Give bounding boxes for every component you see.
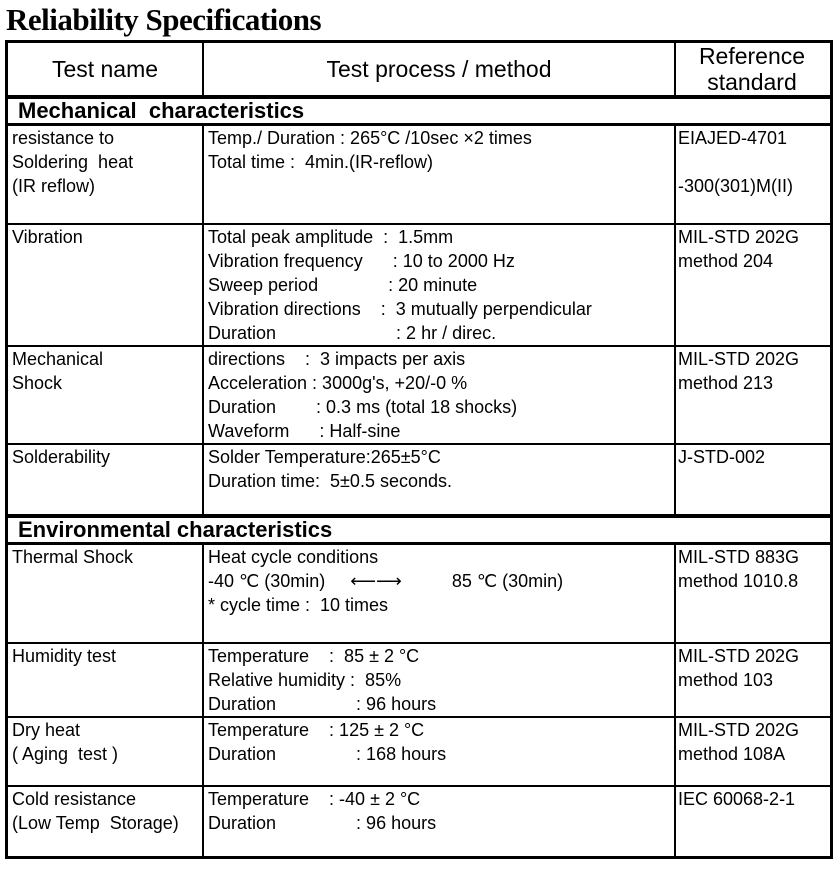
section-header: Mechanical characteristics — [5, 95, 833, 126]
table-row: resistance to Soldering heat (IR reflow) Te… — [5, 123, 833, 225]
test-method-cell: Temperature : 85 ± 2 °C Relative humidity… — [202, 642, 676, 718]
cell-line: method 204 — [678, 250, 774, 271]
table-row: Cold resistance (Low Temp Storage) Tempera… — [5, 785, 833, 858]
cell-line: method 1010.8 — [678, 570, 799, 591]
cell-line — [678, 150, 826, 174]
table-row: Solderability Solder Temperature:265±5°C D… — [5, 442, 833, 517]
cell-line: Total peak amplitude : 1.5mm — [208, 226, 454, 247]
cell-line: * cycle time : 10 times — [208, 594, 389, 615]
cell-line: Duration : 168 hours — [208, 744, 447, 764]
cell-line: Temperature : -40 ± 2 °C — [208, 789, 421, 809]
reference-cell: EIAJED-4701 -300(301)M(II) — [674, 123, 833, 225]
cell-line: EIAJED-4701 — [678, 128, 788, 148]
cell-line: -300(301)M(II) — [678, 176, 794, 196]
cell-line: method 103 — [678, 670, 774, 690]
cell-line: Solder Temperature:265±5°C — [208, 446, 441, 467]
cell-line: (Low Temp Storage) — [12, 813, 179, 833]
cell-line: MIL-STD 202G — [678, 720, 800, 740]
table-header-row: Test name Test process / method Referenc… — [5, 40, 833, 99]
cell-line: -40 ℃ (30min) ⟵⟶ 85 ℃ (30min) — [208, 570, 564, 591]
test-method-cell: Temperature : -40 ± 2 °C Duration : 96 ho… — [202, 785, 676, 858]
test-method-cell: Total peak amplitude : 1.5mm Vibration fr… — [202, 222, 676, 347]
test-name-cell: Mechanical Shock — [5, 344, 204, 445]
reference-cell: MIL-STD 883G method 1010.8 — [674, 542, 833, 644]
cell-line: Sweep period : 20 minute — [208, 274, 478, 295]
cell-line: MIL-STD 202G — [678, 226, 800, 247]
table-row: Humidity test Temperature : 85 ± 2 °C Rela… — [5, 642, 833, 718]
header-test-name: Test name — [5, 40, 204, 99]
cell-line: Duration time: 5±0.5 seconds. — [208, 470, 453, 491]
reference-cell: IEC 60068-2-1 — [674, 785, 833, 858]
cell-line: Thermal Shock — [12, 546, 134, 567]
table-row: Vibration Total peak amplitude : 1.5mm Vib… — [5, 222, 833, 347]
cell-line: Duration : 96 hours — [208, 694, 437, 714]
section-title: Mechanical characteristics — [5, 95, 833, 126]
test-method-cell: Heat cycle conditions -40 ℃ (30min) ⟵⟶ 85… — [202, 542, 676, 644]
cell-line: Total time : 4min.(IR-reflow) — [208, 152, 434, 172]
section-header: Environmental characteristics — [5, 513, 833, 545]
test-method-cell: Temp./ Duration : 265°C /10sec ×2 times T… — [202, 123, 676, 225]
cell-line: Relative humidity : 85% — [208, 670, 402, 690]
test-name-cell: Dry heat ( Aging test ) — [5, 716, 204, 787]
reference-cell: MIL-STD 202G method 108A — [674, 716, 833, 787]
test-method-cell: Temperature : 125 ± 2 °C Duration : 168 h… — [202, 716, 676, 787]
reference-cell: MIL-STD 202G method 103 — [674, 642, 833, 718]
cell-line: Humidity test — [12, 646, 117, 666]
cell-line: Waveform : Half-sine — [208, 420, 401, 441]
cell-line: method 108A — [678, 744, 786, 764]
cell-line: Heat cycle conditions — [208, 546, 379, 567]
cell-line: Temperature : 125 ± 2 °C — [208, 720, 425, 740]
cell-line: J-STD-002 — [678, 446, 766, 467]
cell-line: Vibration frequency : 10 to 2000 Hz — [208, 250, 515, 271]
cell-line: Cold resistance — [12, 789, 137, 809]
cell-line: directions : 3 impacts per axis — [208, 348, 466, 369]
reference-cell: MIL-STD 202G method 213 — [674, 344, 833, 445]
page-title: Reliability Specifications — [6, 2, 322, 37]
cell-line: Duration : 0.3 ms (total 18 shocks) — [208, 396, 518, 417]
test-name-cell: Solderability — [5, 442, 204, 517]
cell-line: Vibration — [12, 226, 83, 247]
cell-line: Duration : 2 hr / direc. — [208, 322, 497, 343]
cell-line: Acceleration : 3000g's, +20/-0 % — [208, 372, 468, 393]
test-method-cell: directions : 3 impacts per axis Accelerat… — [202, 344, 676, 445]
header-test-method: Test process / method — [202, 40, 676, 99]
cell-line: (IR reflow) — [12, 176, 96, 196]
test-name-cell: Cold resistance (Low Temp Storage) — [5, 785, 204, 858]
test-name-cell: Thermal Shock — [5, 542, 204, 644]
cell-line: Mechanical — [12, 348, 104, 369]
cell-line: ( Aging test ) — [12, 744, 119, 764]
test-method-cell: Solder Temperature:265±5°C Duration time:… — [202, 442, 676, 517]
header-reference-standard: Reference standard — [674, 40, 833, 99]
cell-line: Solderability — [12, 446, 111, 467]
cell-line: method 213 — [678, 372, 774, 393]
cell-line: MIL-STD 883G — [678, 546, 800, 567]
reference-cell: J-STD-002 — [674, 442, 833, 517]
cell-line: Vibration directions : 3 mutually perpen… — [208, 298, 592, 319]
cell-line: Temp./ Duration : 265°C /10sec ×2 times — [208, 128, 532, 148]
cell-line: resistance to — [12, 128, 115, 148]
cell-line: MIL-STD 202G — [678, 348, 800, 369]
cell-line: Temperature : 85 ± 2 °C — [208, 646, 420, 666]
cell-line: Duration : 96 hours — [208, 813, 437, 833]
table-row: Mechanical Shock directions : 3 impacts pe… — [5, 344, 833, 445]
test-name-cell: Vibration — [5, 222, 204, 347]
reference-cell: MIL-STD 202G method 204 — [674, 222, 833, 347]
cell-line: Shock — [12, 372, 63, 393]
section-title: Environmental characteristics — [5, 513, 833, 545]
test-name-cell: resistance to Soldering heat (IR reflow) — [5, 123, 204, 225]
test-name-cell: Humidity test — [5, 642, 204, 718]
cell-line: Dry heat — [12, 720, 81, 740]
cell-line: MIL-STD 202G — [678, 646, 800, 666]
table-row: Thermal Shock Heat cycle conditions -40 ℃ … — [5, 542, 833, 644]
cell-line: IEC 60068-2-1 — [678, 789, 796, 809]
table-row: Dry heat ( Aging test ) Temperature : 125 … — [5, 716, 833, 787]
cell-line: Soldering heat — [12, 152, 134, 172]
reliability-table: Test name Test process / method Referenc… — [5, 40, 833, 859]
